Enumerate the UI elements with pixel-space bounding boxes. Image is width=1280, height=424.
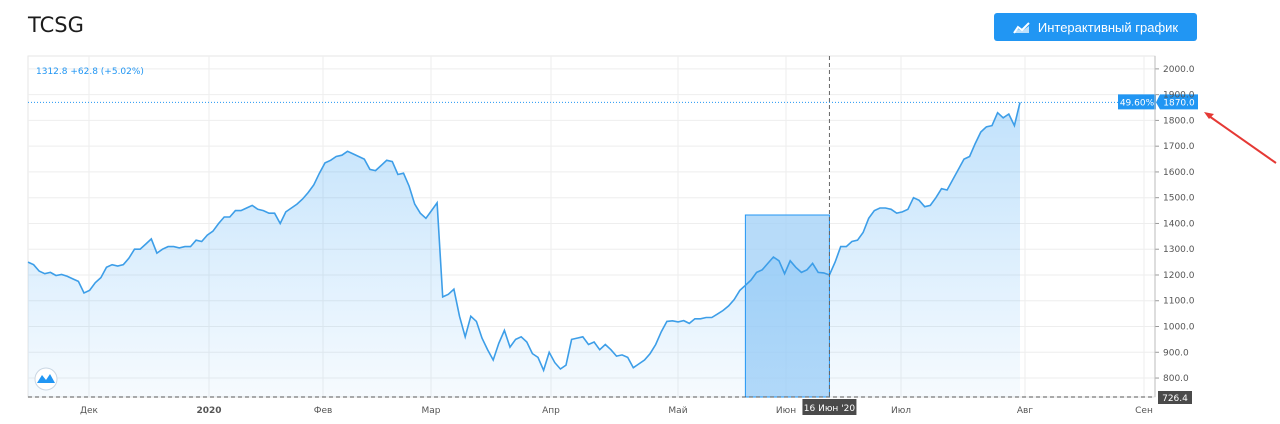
y-tick-label: 1200.0 [1163, 271, 1195, 281]
y-tick-label: 900.0 [1163, 348, 1189, 358]
x-tick-label: Мар [422, 406, 441, 416]
interactive-chart-button[interactable]: Интерактивный график [994, 13, 1197, 41]
y-tick-label: 1600.0 [1163, 168, 1195, 178]
tradingview-cloud-icon[interactable] [34, 367, 58, 391]
x-tick-label: Авг [1017, 406, 1033, 416]
price-area [27, 102, 1021, 398]
low-value-text: 726.4 [1162, 394, 1188, 404]
x-tick-label: Июн [776, 406, 796, 416]
x-tick-label: Май [668, 406, 687, 416]
y-tick-label: 1000.0 [1163, 323, 1195, 333]
y-tick-label: 1900.0 [1163, 91, 1195, 101]
y-tick-label: 1300.0 [1163, 245, 1195, 255]
price-tag-value: 1870.0 [1163, 98, 1195, 108]
x-tick-label: Сен [1135, 406, 1153, 416]
x-tick-label: 2020 [196, 406, 221, 416]
y-tick-label: 2000.0 [1163, 65, 1195, 75]
legend-readout: 1312.8 +62.8 (+5.02%) [36, 67, 144, 77]
x-tick-label: Фев [314, 406, 333, 416]
price-tag: 49.60% 1870.0 [1118, 94, 1198, 110]
interactive-chart-label: Интерактивный график [1037, 19, 1179, 35]
low-value-tag: 726.4 [1158, 391, 1192, 404]
annotation-arrow [1204, 112, 1277, 164]
y-tick-label: 1500.0 [1163, 194, 1195, 204]
y-tick-label: 1800.0 [1163, 116, 1195, 126]
price-line [27, 102, 1021, 373]
ticker-title: TCSG [28, 13, 84, 37]
x-tick-label: Дек [80, 406, 99, 416]
price-area-fill [28, 102, 1020, 398]
x-tick-label: Апр [542, 406, 560, 416]
chart-axes: 800.0 900.0 1000.0 1100.0 1200.0 1300.0 1400.0… [28, 56, 1195, 416]
price-tag-percent: 49.60% [1120, 98, 1155, 108]
x-tick-label: Июл [891, 406, 911, 416]
crosshair-date-label: 16 Июн '20 [802, 399, 857, 415]
chart-overlays: 16 Июн '20 49.60% 1870.0 726.4 [28, 56, 1198, 415]
y-tick-label: 1400.0 [1163, 219, 1195, 229]
y-tick-label: 1100.0 [1163, 297, 1195, 307]
area-chart-icon [1013, 21, 1030, 34]
crosshair-date-text: 16 Июн '20 [804, 404, 856, 414]
y-tick-label: 800.0 [1163, 374, 1189, 384]
y-tick-label: 1700.0 [1163, 142, 1195, 152]
